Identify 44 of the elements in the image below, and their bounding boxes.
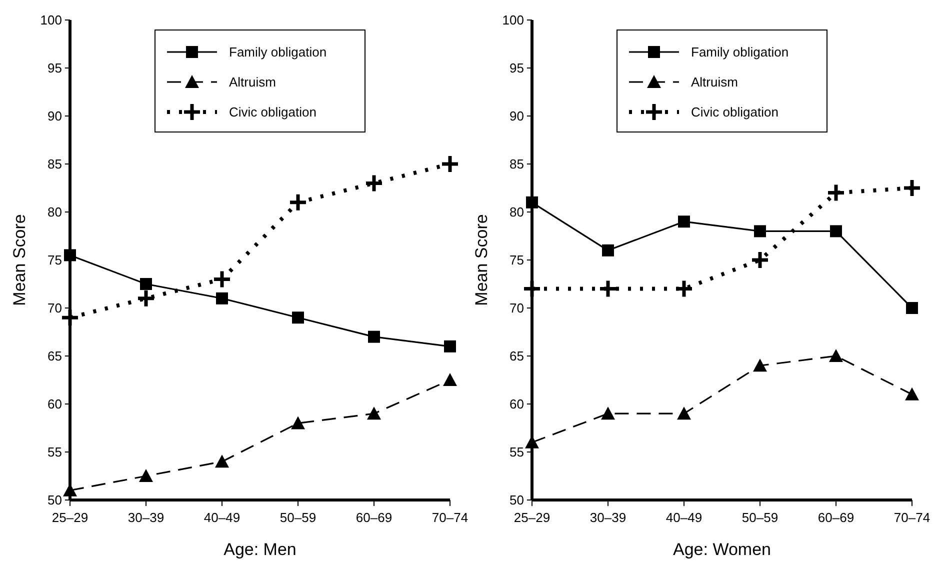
y-tick-label: 90 <box>48 108 62 124</box>
y-tick-label: 95 <box>48 60 62 76</box>
y-tick-label: 55 <box>48 444 62 460</box>
x-tick-label: 50–59 <box>742 510 778 525</box>
y-tick-label: 95 <box>510 60 524 76</box>
x-tick-label: 30–39 <box>128 510 164 525</box>
y-tick-label: 60 <box>48 396 62 412</box>
legend-label: Altruism <box>229 74 276 90</box>
y-tick-label: 60 <box>510 396 524 412</box>
x-axis-title: Age: Women <box>673 540 771 559</box>
y-tick-label: 50 <box>510 492 524 508</box>
y-tick-label: 90 <box>510 108 524 124</box>
y-tick-label: 65 <box>48 348 62 364</box>
y-tick-label: 85 <box>510 156 524 172</box>
y-tick-label: 100 <box>502 12 524 28</box>
x-tick-label: 70–74 <box>894 510 930 525</box>
legend-label: Civic obligation <box>229 104 316 120</box>
x-tick-label: 70–74 <box>432 510 468 525</box>
legend-label: Family obligation <box>229 44 327 60</box>
y-tick-label: 80 <box>48 204 62 220</box>
y-tick-label: 50 <box>48 492 62 508</box>
x-tick-label: 40–49 <box>204 510 240 525</box>
x-tick-label: 30–39 <box>590 510 626 525</box>
y-tick-label: 70 <box>48 300 62 316</box>
y-tick-label: 70 <box>510 300 524 316</box>
y-axis-title: Mean Score <box>472 214 491 306</box>
legend-label: Family obligation <box>691 44 789 60</box>
x-tick-label: 60–69 <box>818 510 854 525</box>
y-tick-label: 100 <box>40 12 62 28</box>
y-tick-label: 55 <box>510 444 524 460</box>
y-tick-label: 75 <box>510 252 524 268</box>
x-axis-title: Age: Men <box>224 540 296 559</box>
x-tick-label: 60–69 <box>356 510 392 525</box>
x-tick-label: 40–49 <box>666 510 702 525</box>
y-axis-title: Mean Score <box>10 214 29 306</box>
x-tick-label: 25–29 <box>514 510 550 525</box>
y-tick-label: 75 <box>48 252 62 268</box>
y-tick-label: 85 <box>48 156 62 172</box>
y-tick-label: 65 <box>510 348 524 364</box>
x-tick-label: 25–29 <box>52 510 88 525</box>
x-tick-label: 50–59 <box>280 510 316 525</box>
legend-label: Altruism <box>691 74 738 90</box>
y-tick-label: 80 <box>510 204 524 220</box>
legend-label: Civic obligation <box>691 104 778 120</box>
